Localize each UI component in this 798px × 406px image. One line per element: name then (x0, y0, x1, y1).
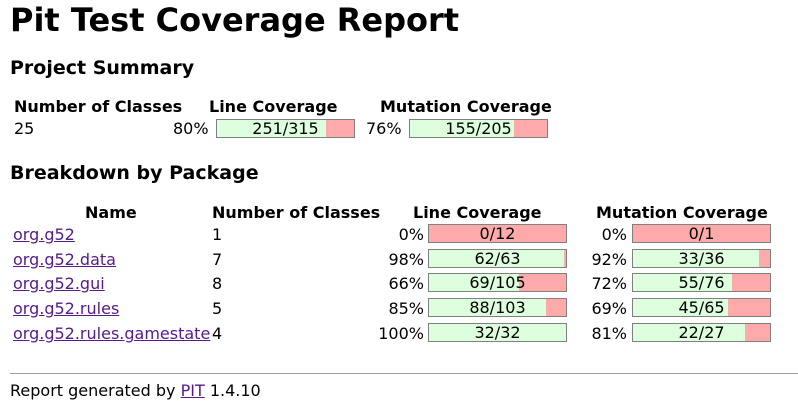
package-mutation-coverage-bar: 55/76 (632, 273, 771, 292)
package-mutation-coverage-bar: 0/1 (632, 224, 771, 243)
coverage-fill (429, 250, 564, 267)
summary-header-classes: Number of Classes (14, 97, 183, 116)
package-mutation-coverage-text: 33/36 (678, 249, 725, 268)
package-line-percent: 85% (388, 299, 424, 318)
package-class-count: 7 (212, 250, 223, 269)
page-title: Pit Test Coverage Report (10, 1, 460, 39)
package-mutation-coverage-text: 55/76 (678, 273, 725, 292)
package-class-count: 4 (212, 324, 223, 343)
package-link-org-g52[interactable]: org.g52 (13, 225, 75, 244)
coverage-fill (429, 324, 566, 341)
footer: Report generated by PIT 1.4.10 (10, 381, 261, 401)
package-mutation-coverage-text: 0/1 (688, 224, 715, 243)
coverage-fill (410, 120, 514, 137)
summary-line-coverage-text: 251/315 (252, 119, 319, 138)
summary-mutation-coverage-bar: 155/205 (409, 119, 548, 138)
summary-mutation-coverage-text: 155/205 (445, 119, 512, 138)
package-line-percent: 66% (388, 274, 424, 293)
package-mutation-percent: 72% (591, 274, 627, 293)
package-link-org-g52-gui[interactable]: org.g52.gui (13, 274, 105, 293)
footer-prefix: Report generated by (10, 381, 176, 400)
breakdown-header-classes: Number of Classes (212, 203, 381, 222)
summary-header-line-coverage: Line Coverage (209, 97, 338, 116)
package-mutation-coverage-bar: 22/27 (632, 323, 771, 342)
package-mutation-coverage-text: 22/27 (678, 323, 725, 342)
project-summary-heading: Project Summary (10, 57, 195, 79)
package-mutation-percent: 69% (591, 299, 627, 318)
package-line-coverage-text: 0/12 (479, 224, 516, 243)
breakdown-header-name: Name (85, 203, 137, 222)
package-line-coverage-text: 69/105 (469, 273, 526, 292)
package-line-percent: 98% (388, 250, 424, 269)
package-line-coverage-text: 62/63 (474, 249, 521, 268)
coverage-fill (217, 120, 327, 137)
coverage-fill (429, 299, 547, 316)
summary-class-count: 25 (14, 119, 35, 138)
footer-divider (10, 373, 798, 374)
footer-version: 1.4.10 (209, 381, 261, 400)
coverage-fill (633, 299, 728, 316)
package-mutation-percent: 81% (591, 324, 627, 343)
breakdown-header-mutation-coverage: Mutation Coverage (596, 203, 768, 222)
package-line-percent: 0% (398, 225, 424, 244)
package-line-coverage-bar: 32/32 (428, 323, 567, 342)
package-link-org-g52-rules-gamestate[interactable]: org.g52.rules.gamestate (13, 324, 211, 343)
summary-line-percent: 80% (173, 119, 209, 138)
package-mutation-coverage-bar: 45/65 (632, 298, 771, 317)
package-line-coverage-bar: 88/103 (428, 298, 567, 317)
coverage-fill (633, 324, 745, 341)
package-mutation-coverage-text: 45/65 (678, 298, 725, 317)
package-line-percent: 100% (378, 324, 424, 343)
breakdown-header-line-coverage: Line Coverage (413, 203, 542, 222)
package-mutation-percent: 0% (601, 225, 627, 244)
package-mutation-percent: 92% (591, 250, 627, 269)
package-line-coverage-bar: 62/63 (428, 249, 567, 268)
package-class-count: 1 (212, 225, 223, 244)
summary-mutation-percent: 76% (366, 119, 402, 138)
coverage-fill (633, 250, 759, 267)
package-line-coverage-text: 88/103 (469, 298, 526, 317)
coverage-fill (429, 274, 520, 291)
package-class-count: 5 (212, 299, 223, 318)
package-link-org-g52-data[interactable]: org.g52.data (13, 250, 116, 269)
summary-line-coverage-bar: 251/315 (216, 119, 355, 138)
summary-header-mutation-coverage: Mutation Coverage (380, 97, 552, 116)
package-line-coverage-text: 32/32 (474, 323, 521, 342)
coverage-fill (633, 274, 733, 291)
package-mutation-coverage-bar: 33/36 (632, 249, 771, 268)
pit-link[interactable]: PIT (180, 381, 205, 400)
breakdown-heading: Breakdown by Package (10, 162, 259, 184)
package-line-coverage-bar: 69/105 (428, 273, 567, 292)
package-line-coverage-bar: 0/12 (428, 224, 567, 243)
package-link-org-g52-rules[interactable]: org.g52.rules (13, 299, 120, 318)
package-class-count: 8 (212, 274, 223, 293)
